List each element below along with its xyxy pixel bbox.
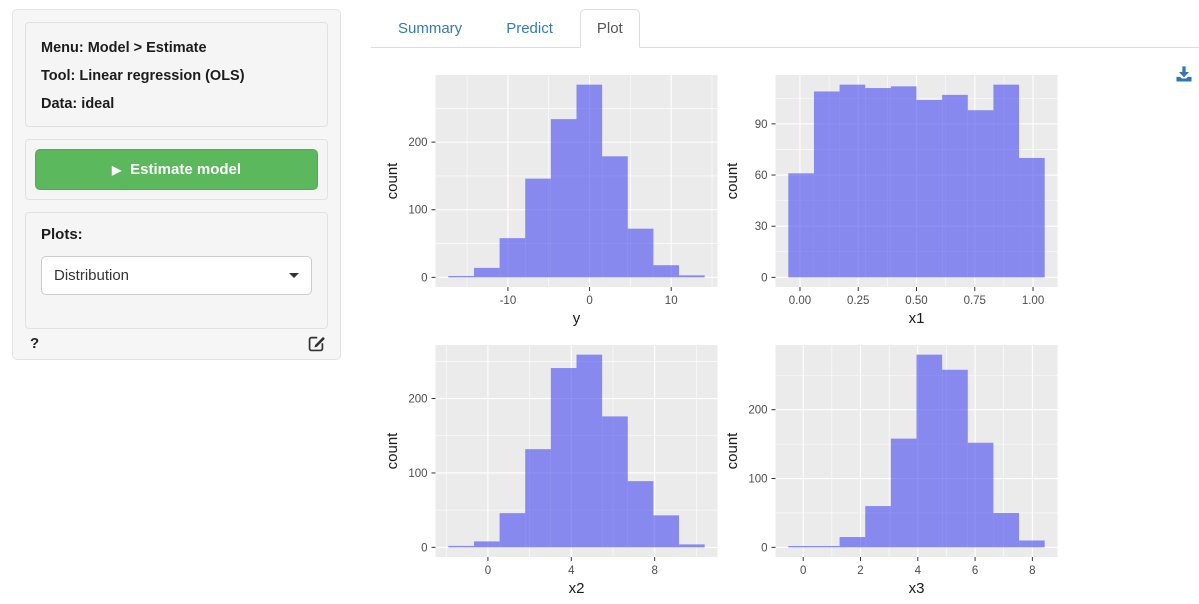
- histogram-x2: 0 4 8 0 100 200 x2 count: [380, 335, 720, 604]
- svg-text:8: 8: [651, 565, 657, 577]
- svg-text:1.00: 1.00: [1022, 295, 1044, 307]
- menu-breadcrumb: Menu: Model > Estimate: [41, 40, 207, 56]
- svg-text:0: 0: [586, 295, 592, 307]
- svg-text:0.50: 0.50: [905, 295, 927, 307]
- histogram-x1: 0.00 0.25 0.50 0.75 1.00 0 30 60 90 x1 count: [720, 65, 1060, 335]
- plots-panel: Plots: Distribution: [25, 212, 328, 329]
- svg-text:6: 6: [972, 565, 978, 577]
- histogram-y: -10 0 10 0 100 200 y count: [380, 65, 720, 335]
- svg-text:x2: x2: [569, 580, 585, 597]
- tab-bar: Summary Predict Plot: [371, 9, 1199, 48]
- help-button[interactable]: ?: [30, 334, 40, 352]
- svg-text:200: 200: [408, 137, 427, 149]
- sidebar-footer: ?: [30, 332, 326, 354]
- svg-text:4: 4: [915, 565, 922, 577]
- sidebar: Menu: Model > Estimate Tool: Linear regr…: [12, 9, 341, 360]
- edit-pencil-square-icon[interactable]: [308, 334, 326, 352]
- svg-text:0: 0: [421, 272, 427, 284]
- svg-text:10: 10: [665, 295, 678, 307]
- svg-text:200: 200: [748, 405, 767, 417]
- svg-text:90: 90: [755, 119, 768, 131]
- svg-text:y: y: [573, 310, 581, 327]
- plot-grid: -10 0 10 0 100 200 y count 0.00 0.25 0.50 0.75 1.00…: [380, 65, 1060, 604]
- svg-text:x3: x3: [909, 580, 925, 597]
- plots-select[interactable]: Distribution: [41, 256, 312, 295]
- estimate-model-button[interactable]: ▶ Estimate model: [35, 149, 318, 190]
- svg-text:count: count: [724, 162, 741, 200]
- svg-text:8: 8: [1029, 565, 1035, 577]
- svg-text:0: 0: [421, 542, 427, 554]
- svg-text:0.25: 0.25: [847, 295, 869, 307]
- tab-predict[interactable]: Predict: [506, 20, 553, 37]
- play-icon: ▶: [111, 162, 122, 177]
- svg-text:0.00: 0.00: [789, 295, 811, 307]
- svg-text:2: 2: [857, 565, 863, 577]
- svg-text:count: count: [724, 432, 741, 470]
- dataset-label: Data: ideal: [41, 96, 115, 112]
- svg-text:-10: -10: [500, 295, 517, 307]
- svg-text:count: count: [384, 162, 401, 200]
- svg-text:100: 100: [408, 205, 427, 217]
- tab-summary[interactable]: Summary: [398, 20, 463, 37]
- svg-text:200: 200: [408, 394, 427, 406]
- model-info-panel: Menu: Model > Estimate Tool: Linear regr…: [25, 22, 328, 127]
- svg-text:0: 0: [485, 565, 491, 577]
- svg-text:0: 0: [800, 565, 806, 577]
- svg-text:100: 100: [748, 474, 767, 486]
- svg-text:4: 4: [568, 565, 575, 577]
- svg-text:0.75: 0.75: [964, 295, 986, 307]
- estimate-model-button-label: Estimate model: [130, 161, 242, 178]
- svg-text:0: 0: [761, 272, 767, 284]
- svg-text:100: 100: [408, 468, 427, 480]
- tool-label: Tool: Linear regression (OLS): [41, 68, 245, 84]
- plots-label: Plots:: [41, 226, 83, 243]
- svg-text:0: 0: [761, 542, 767, 554]
- histogram-x3: 0 2 4 6 8 0 100 200 x3 count: [720, 335, 1060, 604]
- plots-select-value: Distribution: [54, 267, 130, 284]
- tab-plot[interactable]: Plot: [579, 9, 640, 48]
- svg-text:count: count: [384, 432, 401, 470]
- svg-text:60: 60: [755, 170, 768, 182]
- download-icon[interactable]: [1175, 65, 1193, 83]
- svg-text:x1: x1: [909, 310, 925, 327]
- svg-text:30: 30: [755, 221, 768, 233]
- estimate-panel: ▶ Estimate model: [25, 139, 328, 200]
- chevron-down-icon: [289, 273, 299, 278]
